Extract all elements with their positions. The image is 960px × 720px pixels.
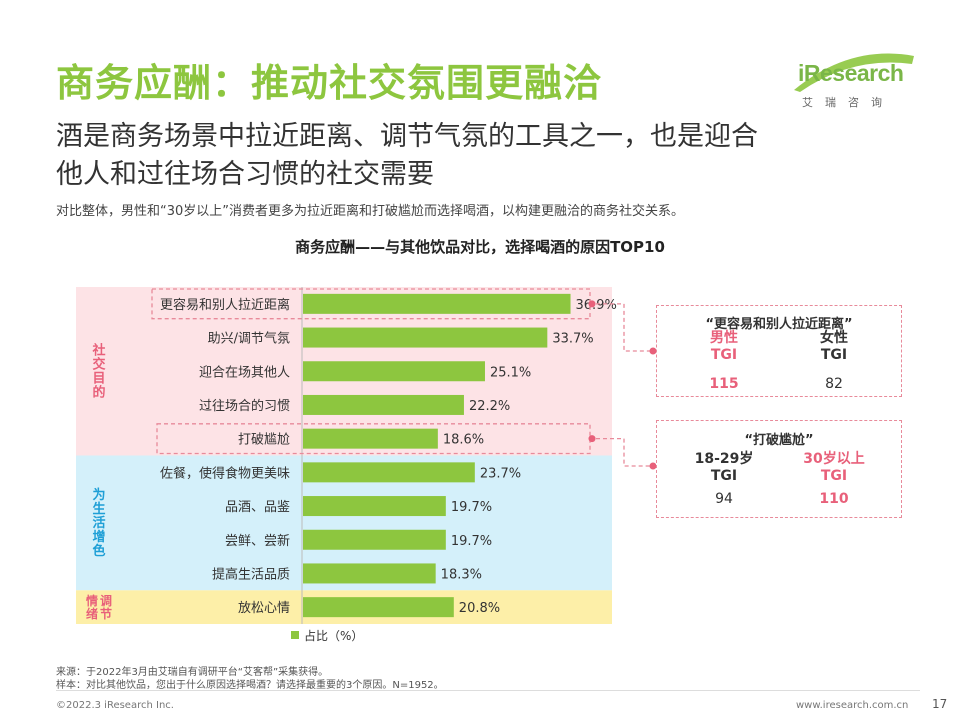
value-label-8: 18.3% xyxy=(441,567,482,582)
category-label-0: 更容易和别人拉近距离 xyxy=(160,297,290,313)
iresearch-logo: iResearch 艾瑞咨询 xyxy=(790,50,920,112)
subtitle-line-1: 酒是商务场景中拉近距离、调节气氛的工具之一，也是迎合 xyxy=(56,121,758,152)
logo-sub: 艾瑞咨询 xyxy=(802,96,894,109)
category-label-1: 助兴/调节气氛 xyxy=(208,331,290,347)
page-number: 17 xyxy=(932,697,948,711)
footer-sample-line: 样本：对比其他饮品，您出于什么原因选择喝酒？请选择最重要的3个原因。N=1952… xyxy=(56,680,444,691)
connector-line-0 xyxy=(596,303,652,352)
tgi-panel-1: “更容易和别人拉近距离” 男性 TGI 115 女性 TGI 82 xyxy=(656,305,902,397)
tgi-panel-1-right: 女性 TGI 82 xyxy=(779,330,889,393)
category-label-7: 尝鲜、尝新 xyxy=(225,533,290,549)
highlight-box-0 xyxy=(151,288,591,320)
tgi-panel-1-right-value: 82 xyxy=(825,376,843,392)
connector-dot-end-1 xyxy=(649,462,657,470)
tgi-panel-1-title: “更容易和别人拉近距离” xyxy=(705,317,853,332)
tgi-panel-2-right-value: 110 xyxy=(819,491,849,507)
tgi-panel-2: “打破尴尬” 18-29岁 TGI 94 30岁以上 TGI 110 xyxy=(656,420,902,518)
tgi-panel-1-left-name: 男性 xyxy=(710,330,738,346)
footer-divider xyxy=(56,690,920,691)
legend-label: 占比（%） xyxy=(304,628,363,643)
bar-1 xyxy=(303,327,548,348)
tgi-panel-1-left-value: 115 xyxy=(709,376,739,392)
tgi-panel-2-title: “打破尴尬” xyxy=(744,433,814,448)
group-label-1: 为生活增色 xyxy=(92,487,105,559)
logo-swoosh-icon xyxy=(794,53,914,92)
bar-2 xyxy=(303,361,485,382)
category-label-9: 放松心情 xyxy=(238,601,290,616)
chart-title: 商务应酬——与其他饮品对比，选择喝酒的原因TOP10 xyxy=(295,238,665,256)
bar-9 xyxy=(303,597,454,618)
footer-source-line: 来源：于2022年3月由艾瑞自有调研平台“艾客帮”采集获得。 xyxy=(56,667,329,678)
connector-line-1 xyxy=(596,437,652,467)
value-label-3: 22.2% xyxy=(469,399,510,414)
tgi-panel-1-left-metric: TGI xyxy=(710,347,738,363)
tgi-panel-2-right-metric: TGI xyxy=(820,468,848,484)
group-label-2: 情绪调节 xyxy=(86,593,112,621)
tgi-panel-2-right-name: 30岁以上 xyxy=(803,451,865,467)
connector-dot-start-1 xyxy=(588,435,596,443)
bar-7 xyxy=(303,529,446,550)
bar-5 xyxy=(303,462,475,483)
bar-8 xyxy=(303,563,436,584)
legend-swatch xyxy=(291,631,299,639)
footer-source: 来源：于2022年3月由艾瑞自有调研平台“艾客帮”采集获得。 样本：对比其他饮品… xyxy=(56,666,444,692)
bar-4 xyxy=(303,428,438,449)
bar-3 xyxy=(303,394,464,415)
value-label-6: 19.7% xyxy=(451,500,492,515)
connector-dot-end-0 xyxy=(649,347,657,355)
connector-dot-start-0 xyxy=(588,300,596,308)
logo-brand: iResearch xyxy=(798,60,904,86)
bar-6 xyxy=(303,496,446,517)
category-label-8: 提高生活品质 xyxy=(212,566,290,582)
subtitle: 酒是商务场景中拉近距离、调节气氛的工具之一，也是迎合 他人和过往场合习惯的社交需… xyxy=(56,118,916,194)
subtitle-line-2: 他人和过往场合习惯的社交需要 xyxy=(56,159,434,190)
category-label-3: 过往场合的习惯 xyxy=(199,398,290,414)
category-label-4: 打破尴尬 xyxy=(238,433,290,448)
bar-0 xyxy=(303,293,571,314)
tgi-panel-2-right: 30岁以上 TGI 110 xyxy=(779,451,889,508)
tgi-panel-1-left: 男性 TGI 115 xyxy=(669,330,779,393)
tgi-panel-2-left-name: 18-29岁 xyxy=(694,451,754,467)
group-label-0: 社交目的 xyxy=(91,342,105,400)
footer-copyright: ©2022.3 iResearch Inc. xyxy=(56,700,174,711)
value-label-1: 33.7% xyxy=(552,332,593,347)
category-label-6: 品酒、品鉴 xyxy=(225,500,290,515)
category-label-5: 佐餐，使得食物更美味 xyxy=(160,465,290,481)
tgi-panel-1-right-name: 女性 xyxy=(820,330,848,346)
tgi-panel-2-left-value: 94 xyxy=(715,491,733,507)
value-label-4: 18.6% xyxy=(443,433,484,448)
footer-url: www.iresearch.com.cn xyxy=(796,700,909,711)
value-label-9: 20.8% xyxy=(459,601,500,616)
value-label-7: 19.7% xyxy=(451,534,492,549)
value-label-5: 23.7% xyxy=(480,466,521,481)
highlight-box-1 xyxy=(156,423,591,455)
tgi-panel-1-right-metric: TGI xyxy=(820,347,848,363)
description: 对比整体，男性和“30岁以上”消费者更多为拉近距离和打破尴尬而选择喝酒，以构建更… xyxy=(56,204,685,219)
tgi-panel-2-left: 18-29岁 TGI 94 xyxy=(669,451,779,508)
category-label-2: 迎合在场其他人 xyxy=(199,365,290,380)
value-label-2: 25.1% xyxy=(490,365,531,380)
tgi-panel-2-left-metric: TGI xyxy=(710,468,738,484)
value-label-0: 36.9% xyxy=(576,298,617,313)
page-title: 商务应酬：推动社交氛围更融洽 xyxy=(56,61,603,105)
